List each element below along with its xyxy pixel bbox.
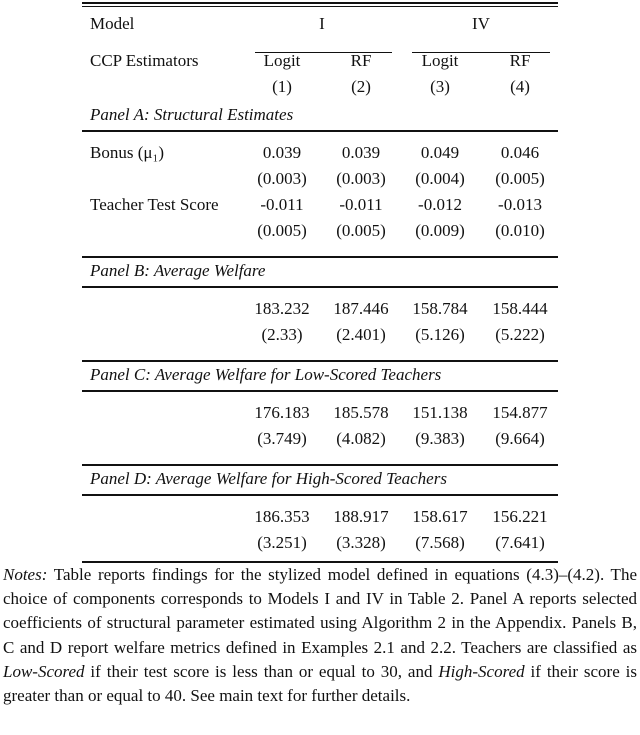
- estimate-cell: 176.183: [254, 403, 310, 422]
- row-label: Teacher Test Score: [90, 195, 219, 214]
- panel-rule: [82, 256, 558, 258]
- estimators-label: CCP Estimators: [90, 51, 199, 70]
- cmidrule-i: [255, 52, 392, 54]
- std-error-cell: (0.004): [415, 169, 465, 188]
- estimate-cell: 186.353: [254, 507, 310, 526]
- std-error-cell: (7.568): [415, 533, 465, 552]
- estimator-1: Logit: [263, 51, 301, 70]
- estimate-cell: 187.446: [333, 299, 389, 318]
- estimate-cell: 0.049: [420, 143, 460, 162]
- std-error-cell: (3.749): [257, 429, 307, 448]
- estimate-cell: 0.039: [341, 143, 381, 162]
- notes-lead: Notes:: [3, 565, 48, 584]
- notes-text-2: if their test score is less than or equa…: [84, 661, 439, 681]
- panel-title-rule: [82, 390, 558, 392]
- panel-title: Panel B: Average Welfare: [90, 261, 266, 280]
- cmidrule-iv: [412, 52, 550, 54]
- col-number-2: (2): [351, 77, 371, 96]
- estimate-cell: 158.444: [492, 299, 548, 318]
- col-number-4: (4): [510, 77, 530, 96]
- estimate-cell: 151.138: [412, 403, 468, 422]
- notes-text-3: if their score is greater than or equal …: [3, 661, 637, 706]
- table-notes: Notes: Table reports findings for the st…: [3, 563, 637, 708]
- notes-high-scored: High-Scored: [438, 661, 525, 681]
- panel-title: Panel C: Average Welfare for Low-Scored …: [90, 365, 442, 384]
- std-error-cell: (4.082): [336, 429, 386, 448]
- std-error-cell: (0.009): [415, 221, 465, 240]
- panel-title-rule: [82, 130, 558, 132]
- std-error-cell: (0.005): [257, 221, 307, 240]
- estimate-cell: 185.578: [333, 403, 389, 422]
- panel-title: Panel D: Average Welfare for High-Scored…: [90, 469, 447, 488]
- std-error-cell: (2.33): [261, 325, 303, 344]
- model-label: Model: [90, 14, 135, 33]
- panel-rule: [82, 360, 558, 362]
- std-error-cell: (0.010): [495, 221, 545, 240]
- std-error-cell: (9.664): [495, 429, 545, 448]
- panel-title: Panel A: Structural Estimates: [90, 105, 294, 124]
- top-rule-2: [82, 5, 558, 7]
- panel-title-rule: [82, 494, 558, 496]
- estimate-cell: 156.221: [492, 507, 548, 526]
- estimate-cell: -0.013: [498, 195, 542, 214]
- estimate-cell: 158.784: [412, 299, 468, 318]
- col-number-3: (3): [430, 77, 450, 96]
- notes-low-scored: Low-Scored: [3, 661, 85, 681]
- std-error-cell: (3.328): [336, 533, 386, 552]
- std-error-cell: (7.641): [495, 533, 545, 552]
- panel-title-rule: [82, 286, 558, 288]
- std-error-cell: (0.003): [336, 169, 386, 188]
- std-error-cell: (9.383): [415, 429, 465, 448]
- estimator-3: Logit: [421, 51, 459, 70]
- model-group-iv: IV: [472, 14, 490, 33]
- bottom-rule: [82, 561, 558, 563]
- estimate-cell: 0.046: [500, 143, 540, 162]
- std-error-cell: (3.251): [257, 533, 307, 552]
- std-error-cell: (5.126): [415, 325, 465, 344]
- std-error-cell: (2.401): [336, 325, 386, 344]
- estimate-cell: 154.877: [492, 403, 548, 422]
- row-label: Bonus (μ₁): [90, 143, 165, 162]
- model-group-i: I: [319, 14, 325, 33]
- estimate-cell: 183.232: [254, 299, 310, 318]
- std-error-cell: (5.222): [495, 325, 545, 344]
- std-error-cell: (0.005): [336, 221, 386, 240]
- estimate-cell: -0.011: [339, 195, 383, 214]
- std-error-cell: (0.005): [495, 169, 545, 188]
- estimate-cell: 188.917: [333, 507, 389, 526]
- estimate-cell: 158.617: [412, 507, 468, 526]
- estimate-cell: 0.039: [262, 143, 302, 162]
- estimate-cell: -0.011: [260, 195, 304, 214]
- panel-rule: [82, 464, 558, 466]
- col-number-1: (1): [272, 77, 292, 96]
- estimator-4: RF: [509, 51, 531, 70]
- top-rule: [82, 2, 558, 4]
- std-error-cell: (0.003): [257, 169, 307, 188]
- estimator-2: RF: [350, 51, 372, 70]
- notes-text-1: Table reports findings for the stylized …: [3, 565, 637, 657]
- estimate-cell: -0.012: [418, 195, 462, 214]
